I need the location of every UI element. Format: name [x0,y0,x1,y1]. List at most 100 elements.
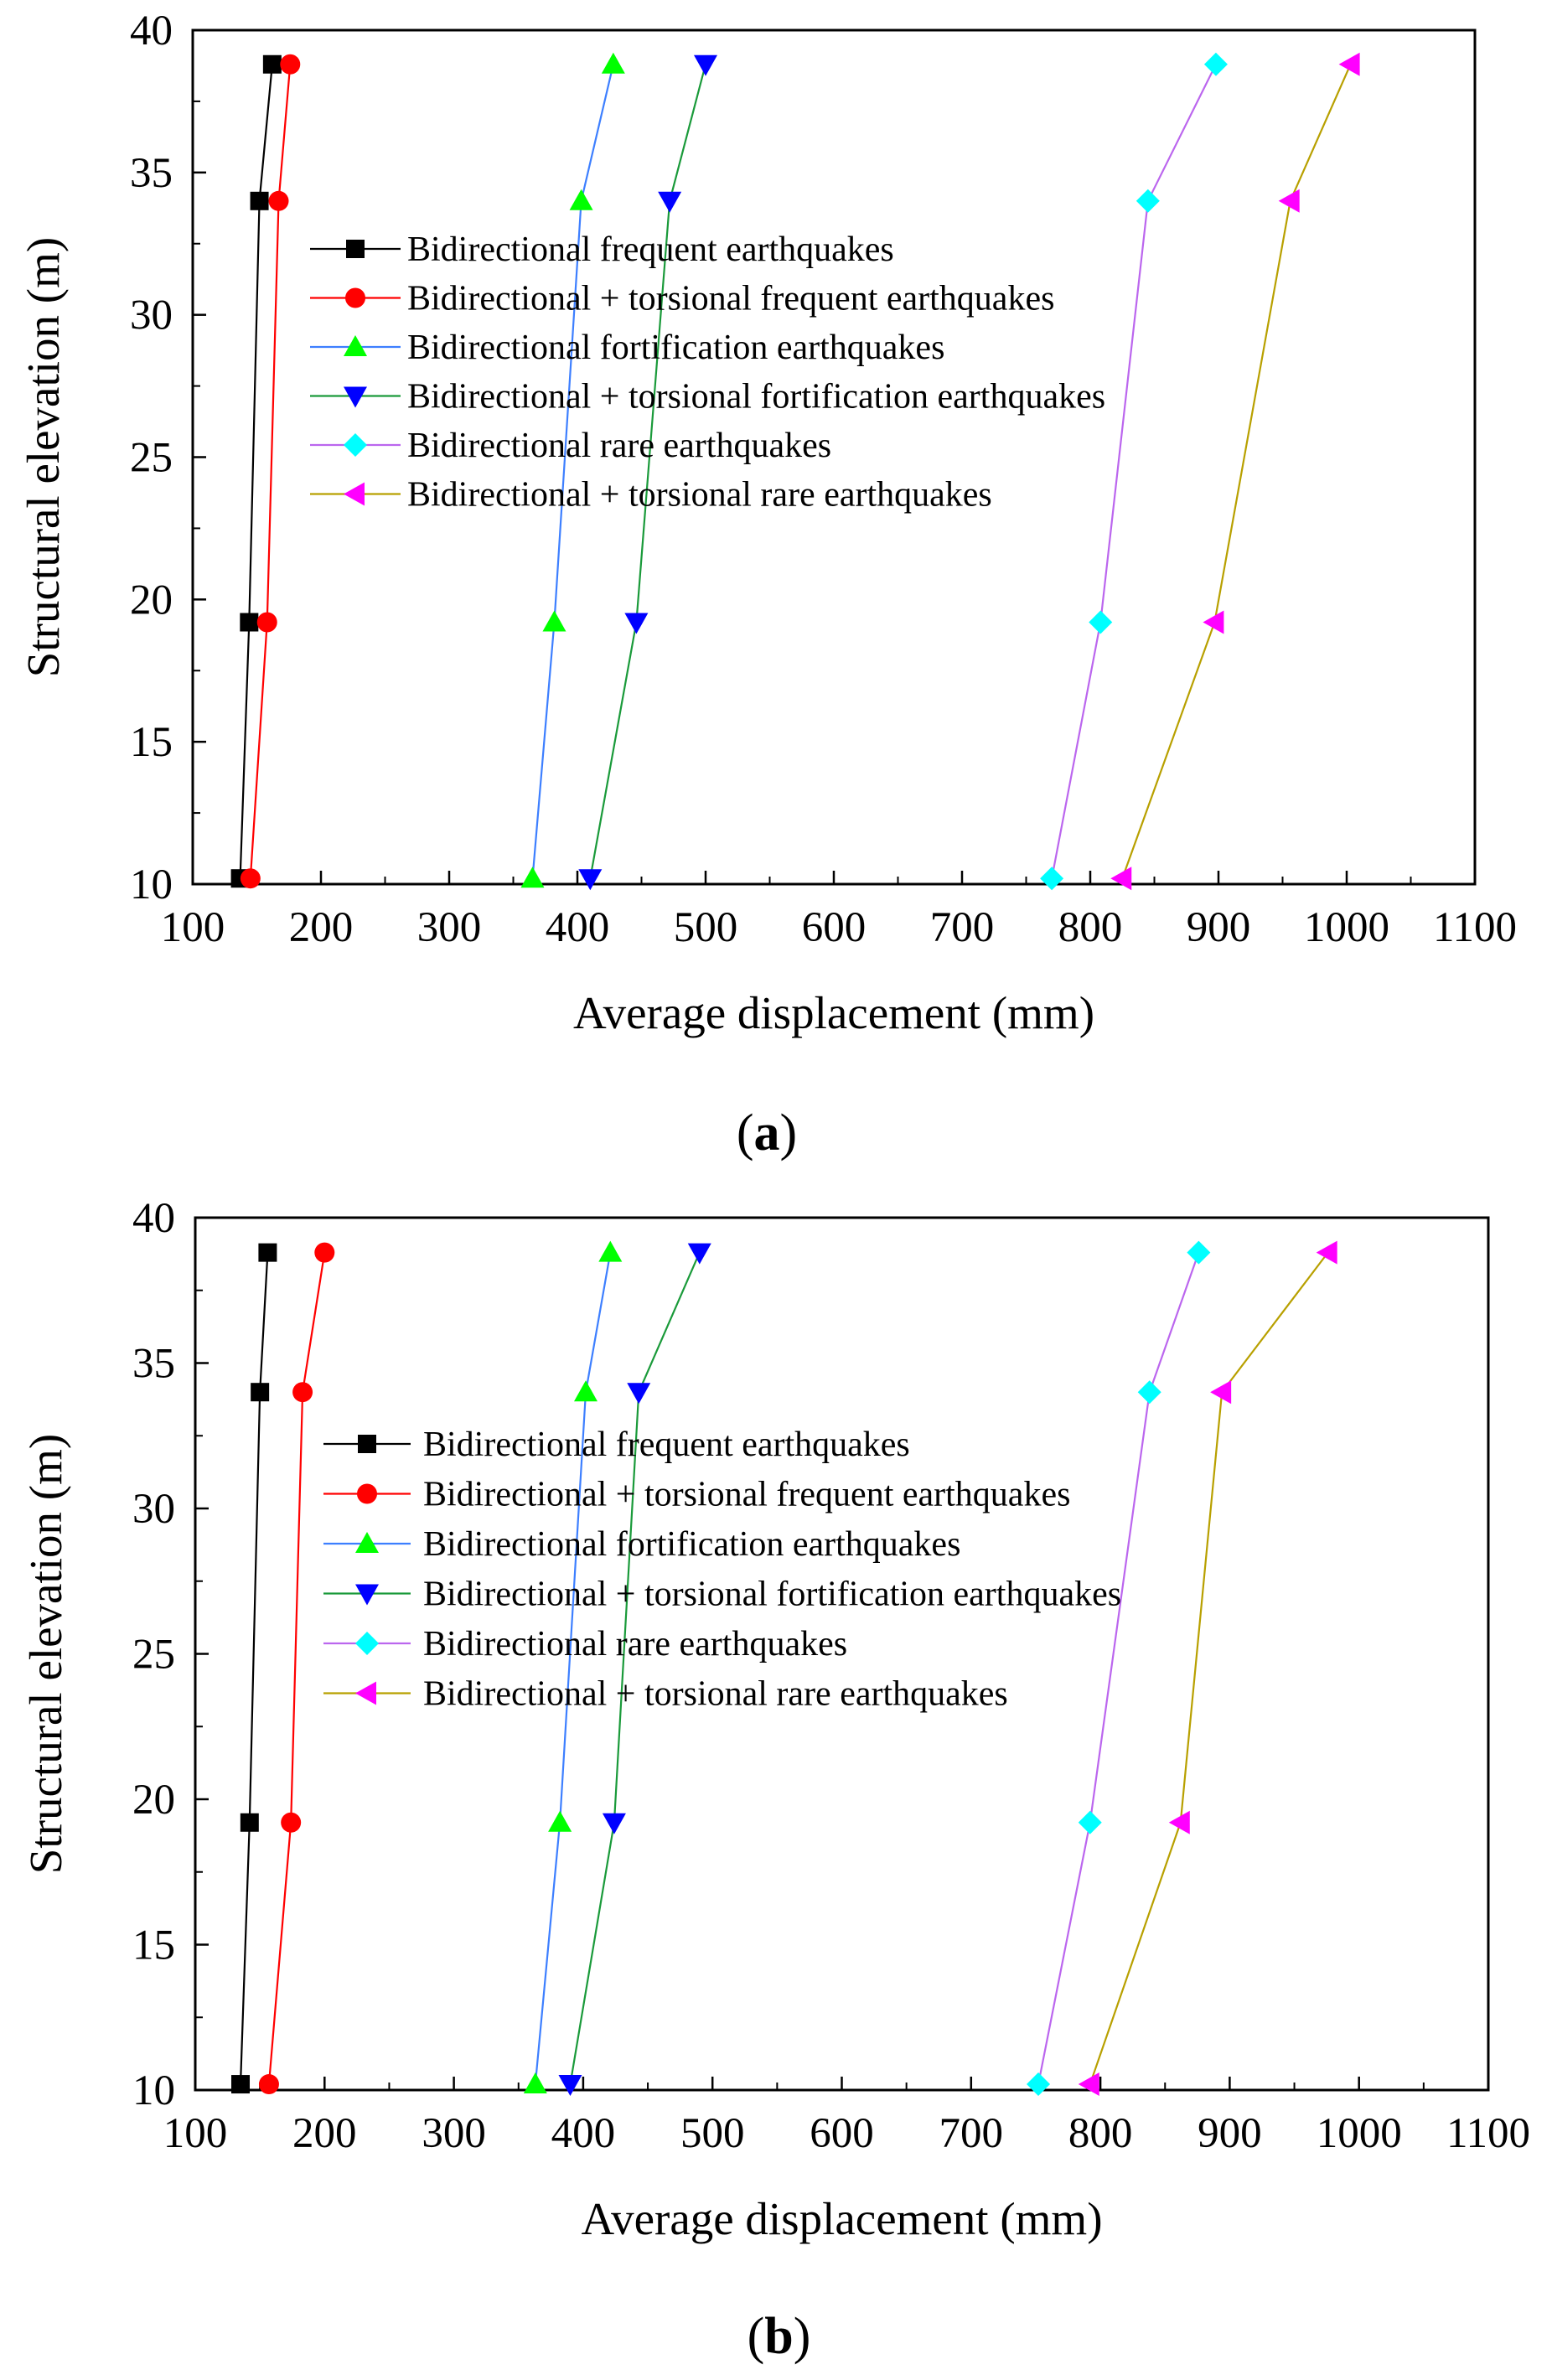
data-point [1078,2072,1099,2097]
data-point [250,191,269,210]
data-point [1168,1810,1190,1834]
x-tick-label: 500 [680,2110,745,2157]
x-axis-title: Average displacement (mm) [581,2193,1102,2244]
legend-marker [344,482,365,506]
series-line [531,64,614,879]
legend-label: Bidirectional fortification earthquakes [423,1525,960,1564]
data-point [1078,1810,1102,1834]
legend: Bidirectional frequent earthquakes Bidire… [323,1425,1121,1714]
data-point [258,2074,279,2095]
legend-label: Bidirectional rare earthquakes [407,427,831,465]
data-point [1089,610,1113,634]
data-point [573,1380,598,1402]
plot-frame [191,28,1477,886]
data-point [292,1382,313,1403]
y-tick-label: 40 [130,8,173,54]
y-tick-label: 25 [132,1632,175,1679]
series-line [1037,1252,1200,2085]
series-line [589,64,707,879]
y-tick-label: 15 [132,1922,175,1969]
legend: Bidirectional frequent earthquakes Bidire… [310,230,1105,515]
legend-item: Bidirectional + torsional fortification … [323,1575,1121,1614]
x-axis-title: Average displacement (mm) [573,987,1094,1038]
series-line [239,64,273,879]
x-tick-label: 700 [930,904,995,951]
data-point [251,1383,270,1402]
legend-marker [358,1435,376,1453]
legend-item: Bidirectional rare earthquakes [310,427,831,465]
legend-item: Bidirectional frequent earthquakes [323,1425,910,1464]
series-line [1051,64,1217,879]
series-6 [1110,52,1360,891]
series-5 [1027,1240,1211,2097]
x-tick-label: 800 [1058,904,1123,951]
x-tick-label: 700 [939,2110,1004,2157]
x-tick-label: 100 [161,904,225,951]
data-point [558,2075,582,2097]
data-point [1316,1240,1337,1265]
data-point [240,613,259,632]
data-point [520,867,545,888]
legend-item: Bidirectional + torsional frequent earth… [323,1476,1070,1514]
y-tick-label: 40 [132,1195,175,1242]
y-tick-label: 20 [130,577,173,623]
series-line [1121,64,1352,879]
x-tick-label: 1100 [1433,904,1517,951]
data-point [601,52,625,74]
series-6 [1078,1240,1337,2097]
panel-label: (b) [748,2308,811,2365]
data-point [1137,1380,1161,1405]
legend-item: Bidirectional + torsional rare earthquak… [310,476,992,515]
data-point [262,54,282,74]
data-point [1203,52,1228,76]
series-line [249,64,292,879]
legend-label: Bidirectional frequent earthquakes [423,1425,910,1464]
x-tick-label: 900 [1198,2110,1262,2157]
data-point [1187,1240,1211,1265]
data-point [694,54,717,76]
x-tick-label: 400 [551,2110,616,2157]
legend-marker [346,240,365,258]
data-point [240,868,261,889]
series-1 [231,1243,277,2094]
series-4 [558,1243,711,2097]
data-point [569,189,593,210]
legend-label: Bidirectional rare earthquakes [423,1625,847,1663]
data-point [256,612,277,633]
x-tick-label: 300 [422,2110,486,2157]
series-line [569,1252,701,2085]
legend-marker [344,335,367,356]
y-tick-label: 25 [130,435,173,482]
legend-item: Bidirectional frequent earthquakes [310,230,894,269]
data-point [624,613,649,634]
series-line [267,1252,326,2085]
series-1 [230,54,282,888]
legend-marker [357,1483,377,1504]
data-point [240,1813,259,1832]
y-axis-title: Structural elevation (m) [18,237,69,677]
legend-item: Bidirectional + torsional rare earthquak… [323,1675,1008,1714]
data-point [1338,52,1360,76]
data-point [1136,189,1160,213]
data-point [578,869,603,891]
chart-panel-b: 100 200 300 400 500 600 700 800 900 1000 1100 10 15 2… [20,1195,1530,2244]
data-point [598,1240,623,1262]
legend-label: Bidirectional + torsional frequent earth… [407,280,1054,318]
legend-item: Bidirectional fortification earthquakes [323,1525,960,1564]
series-2 [258,1242,335,2095]
legend-marker [345,287,365,308]
data-point [658,191,682,213]
legend-label: Bidirectional + torsional rare earthquak… [423,1675,1008,1714]
legend-marker [355,1632,379,1655]
legend-label: Bidirectional + torsional fortification … [423,1575,1121,1614]
x-tick-label: 200 [289,904,354,951]
panel-label: (a) [737,1105,797,1162]
y-tick-label: 20 [132,1777,175,1824]
legend-item: Bidirectional + torsional frequent earth… [310,280,1054,318]
legend-marker [344,386,367,408]
x-tick-label: 1000 [1304,904,1389,951]
data-point [1203,610,1224,634]
chart-panel-a: 100 200 300 400 500 600 700 800 900 1000 1100 10 15 2… [18,8,1517,1038]
x-tick-label: 400 [546,904,610,951]
x-tick-label: 600 [802,904,867,951]
